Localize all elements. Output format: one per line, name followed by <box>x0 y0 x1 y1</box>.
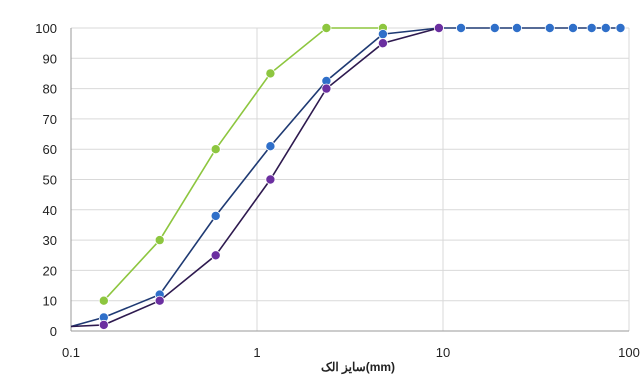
data-point <box>377 29 388 40</box>
data-point <box>586 22 597 33</box>
x-tick-label: 10 <box>436 345 450 360</box>
y-tick-label: 0 <box>50 324 57 339</box>
x-axis-label: سایز الک(mm) <box>321 360 395 375</box>
data-point <box>544 22 555 33</box>
data-point <box>154 295 165 306</box>
y-tick-labels: 0 10 20 30 40 50 60 70 80 90 100 <box>35 21 57 339</box>
axes <box>70 28 629 332</box>
x-tick-label: 0.1 <box>62 345 80 360</box>
data-point <box>433 22 444 33</box>
y-tick-label: 90 <box>43 51 57 66</box>
x-tick-label: 100 <box>618 345 640 360</box>
data-point <box>615 22 626 33</box>
y-tick-label: 80 <box>43 82 57 97</box>
series-line <box>103 27 383 302</box>
data-point <box>265 68 276 79</box>
x-tick-labels: 0.1 1 10 100 <box>62 345 640 360</box>
y-tick-label: 70 <box>43 112 57 127</box>
series-line <box>70 27 621 328</box>
y-tick-label: 40 <box>43 203 57 218</box>
data-point <box>512 22 523 33</box>
data-point <box>210 144 221 155</box>
data-point <box>377 38 388 49</box>
grid <box>71 27 630 331</box>
y-tick-label: 60 <box>43 142 57 157</box>
y-tick-label: 10 <box>43 294 57 309</box>
series-line <box>70 27 440 328</box>
series-1 <box>98 22 388 306</box>
y-tick-label: 20 <box>43 263 57 278</box>
series-2 <box>70 22 626 328</box>
data-point <box>265 174 276 185</box>
data-point <box>98 319 109 330</box>
data-point <box>600 22 611 33</box>
series-3 <box>70 22 444 330</box>
series <box>70 22 626 330</box>
data-point <box>210 250 221 261</box>
data-point <box>568 22 579 33</box>
y-tick-label: 100 <box>35 21 57 36</box>
y-tick-label: 30 <box>43 233 57 248</box>
x-tick-label: 1 <box>253 345 260 360</box>
data-point <box>455 22 466 33</box>
data-point <box>321 83 332 94</box>
data-point <box>154 235 165 246</box>
data-point <box>321 22 332 33</box>
data-point <box>98 295 109 306</box>
y-tick-label: 50 <box>43 173 57 188</box>
data-point <box>489 22 500 33</box>
data-point <box>265 141 276 152</box>
data-point <box>210 210 221 221</box>
